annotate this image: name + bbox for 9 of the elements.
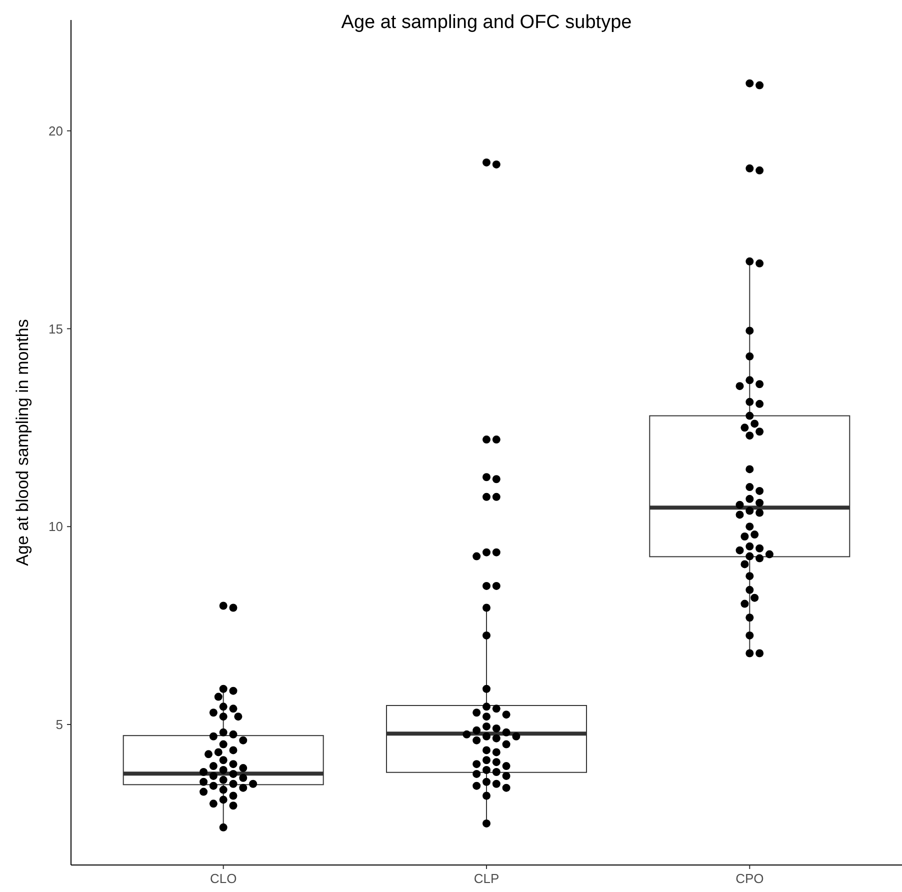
x-tick-label: CLP <box>474 871 500 886</box>
y-tick-label: 10 <box>48 519 63 534</box>
x-tick-label: CPO <box>736 871 764 886</box>
y-axis-title: Age at blood sampling in months <box>13 319 32 566</box>
y-tick-label: 20 <box>48 123 63 138</box>
y-tick-label: 15 <box>48 321 63 336</box>
chart-title: Age at sampling and OFC subtype <box>341 12 632 33</box>
x-tick-label: CLO <box>210 871 237 886</box>
y-tick-label: 5 <box>56 717 63 732</box>
